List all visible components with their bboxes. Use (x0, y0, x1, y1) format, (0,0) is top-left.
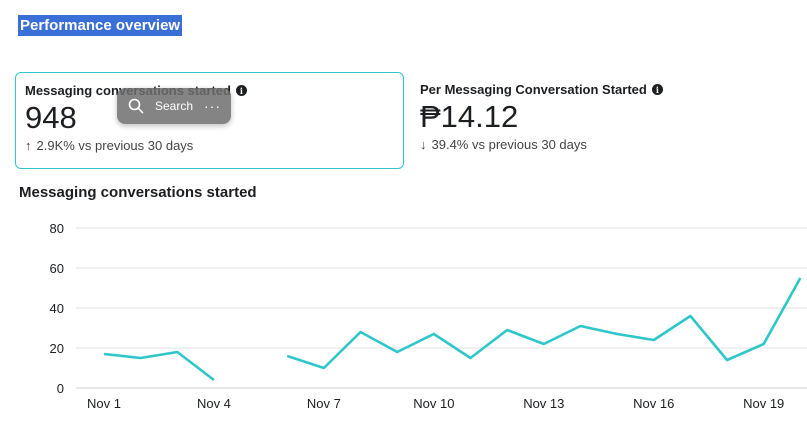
more-options-icon[interactable]: ··· (204, 98, 221, 114)
chart-title: Messaging conversations started (19, 184, 257, 201)
series-line-segment[interactable] (103, 350, 215, 382)
arrow-down-icon: ↓ (420, 137, 427, 152)
metric-delta: 2.9K% vs previous 30 days (36, 138, 194, 153)
page-title: Performance overview (18, 15, 183, 36)
metric-label: Per Messaging Conversation Started (420, 82, 647, 97)
info-icon[interactable]: i (651, 84, 663, 95)
metric-value: 948 (25, 100, 77, 135)
search-button-label[interactable]: Search (155, 99, 194, 113)
x-tick-label: Nov 10 (413, 396, 454, 411)
metric-value: ₱14.12 (420, 99, 519, 134)
info-icon[interactable]: i (235, 85, 247, 96)
selection-search-popup[interactable]: Search ··· (117, 88, 231, 124)
series-line-segment[interactable] (286, 277, 802, 370)
metric-label-row: Per Messaging Conversation Started i (420, 82, 782, 97)
x-tick-label: Nov 4 (197, 396, 231, 411)
y-tick-label: 40 (50, 301, 64, 316)
x-tick-label: Nov 16 (633, 396, 674, 411)
x-tick-label: Nov 13 (523, 396, 564, 411)
metric-delta: 39.4% vs previous 30 days (431, 137, 587, 152)
metric-card-cost-per-conversation[interactable]: Per Messaging Conversation Started i ₱14… (411, 72, 791, 169)
search-icon (128, 98, 144, 114)
y-tick-label: 20 (50, 341, 64, 356)
arrow-up-icon: ↑ (25, 138, 32, 153)
x-tick-label: Nov 7 (307, 396, 341, 411)
y-tick-label: 60 (50, 261, 64, 276)
y-tick-label: 0 (57, 381, 64, 396)
metric-delta-row: ↑ 2.9K% vs previous 30 days (25, 138, 394, 153)
x-tick-label: Nov 1 (87, 396, 121, 411)
metric-delta-row: ↓ 39.4% vs previous 30 days (420, 137, 782, 152)
x-tick-label: Nov 19 (743, 396, 784, 411)
y-tick-label: 80 (50, 221, 64, 236)
